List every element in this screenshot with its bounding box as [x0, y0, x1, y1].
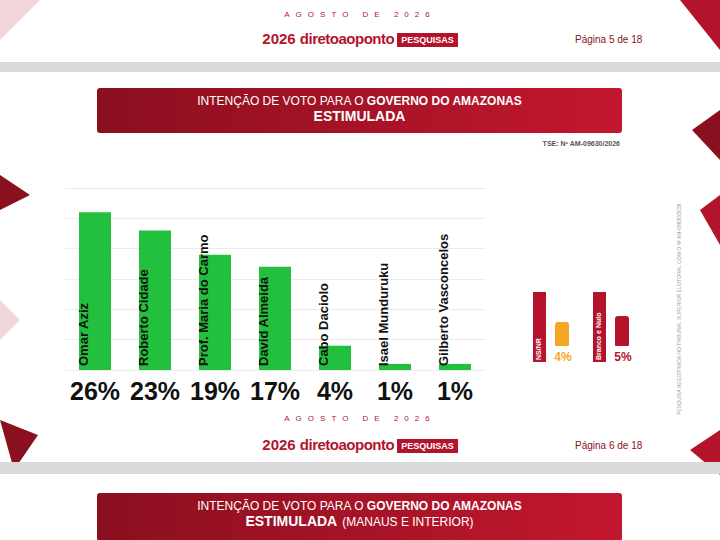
svg-text:26%: 26%	[70, 377, 120, 405]
svg-text:19%: 19%	[190, 377, 240, 405]
svg-text:1%: 1%	[377, 377, 413, 405]
html-text:PESQUISAS: PESQUISAS	[401, 35, 454, 45]
html-text:TSE: Nº AM-09630/2026: TSE: Nº AM-09630/2026	[542, 140, 620, 147]
html-text:4%: 4%	[554, 350, 572, 364]
html-text:AGOSTO DE 2026: AGOSTO DE 2026	[284, 414, 436, 423]
html-text:Branco e Nulo: Branco e Nulo	[595, 312, 602, 360]
html-text:2026 diretoaoponto: 2026 diretoaoponto	[262, 30, 395, 47]
html-text:2026 diretoaoponto: 2026 diretoaoponto	[262, 436, 395, 453]
html-text:Página 5 de 18: Página 5 de 18	[575, 34, 643, 45]
svg-text:17%: 17%	[250, 377, 300, 405]
svg-text:Isael Munduruku: Isael Munduruku	[376, 263, 391, 366]
html-text:NS/NR: NS/NR	[535, 338, 542, 360]
svg-text:1%: 1%	[437, 377, 473, 405]
html-text:ESTIMULADA (MANAUS E INTERIOR): ESTIMULADA (MANAUS E INTERIOR)	[245, 513, 474, 529]
svg-text:David Almeida: David Almeida	[256, 276, 271, 366]
svg-text:Omar Aziz: Omar Aziz	[76, 302, 91, 366]
svg-text:Gilberto Vasconcelos: Gilberto Vasconcelos	[436, 234, 451, 366]
html-text:PESQUISA REGISTRADA NO TRIBUNA: PESQUISA REGISTRADA NO TRIBUNAL SUPERIOR…	[676, 203, 682, 415]
svg-text:Cabo Daciolo: Cabo Daciolo	[316, 283, 331, 366]
svg-text:23%: 23%	[130, 377, 180, 405]
html-text:ESTIMULADA: ESTIMULADA	[313, 108, 406, 124]
html-text:5%: 5%	[614, 350, 632, 364]
html-text:Página 6 de 18: Página 6 de 18	[575, 440, 643, 451]
html-text:PESQUISAS: PESQUISAS	[401, 441, 454, 451]
svg-text:Roberto Cidade: Roberto Cidade	[136, 269, 151, 366]
html-text:AGOSTO DE 2026: AGOSTO DE 2026	[284, 10, 436, 19]
html-text:INTENÇÃO DE VOTO PARA O GOVERN: INTENÇÃO DE VOTO PARA O GOVERNO DO AMAZO…	[197, 499, 522, 513]
svg-text:4%: 4%	[317, 377, 353, 405]
html-text:INTENÇÃO DE VOTO PARA O GOVERN: INTENÇÃO DE VOTO PARA O GOVERNO DO AMAZO…	[197, 94, 522, 108]
svg-text:Prof. Maria do Carmo: Prof. Maria do Carmo	[196, 234, 211, 366]
